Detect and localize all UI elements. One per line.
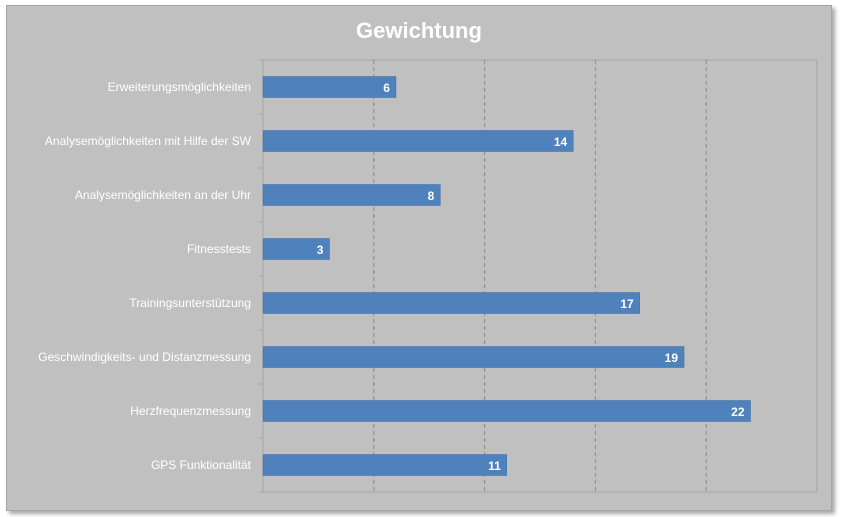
category-label: Geschwindigkeits- und Distanzmessung (38, 350, 251, 364)
data-label: 8 (428, 189, 435, 203)
bar (262, 346, 685, 368)
category-label: Erweiterungsmöglichkeiten (108, 80, 251, 94)
bar (262, 454, 508, 476)
category-label: GPS Funktionalität (151, 458, 252, 472)
category-label: Analysemöglichkeiten mit Hilfe der SW (45, 134, 252, 148)
bar (262, 130, 574, 152)
bar (262, 184, 441, 206)
chart-area: Gewichtung Erweiterungsmöglichkeiten 6 Ana… (6, 5, 832, 511)
category-label: Fitnesstests (187, 242, 251, 256)
data-label: 22 (731, 405, 745, 419)
data-label: 11 (488, 459, 501, 473)
bar (262, 400, 751, 422)
data-label: 19 (665, 351, 679, 365)
bar (262, 238, 330, 260)
data-label: 17 (620, 297, 634, 311)
bar (262, 292, 640, 314)
data-label: 14 (554, 135, 568, 149)
plot-area-border (262, 59, 818, 493)
category-label: Trainingsunterstützung (129, 296, 251, 310)
bar-chart-plot: Erweiterungsmöglichkeiten 6 Analysemöglich… (38, 59, 818, 493)
category-label: Herzfrequenzmessung (130, 404, 251, 418)
category-label: Analysemöglichkeiten an der Uhr (75, 188, 251, 202)
data-label: 6 (383, 81, 390, 95)
chart-title: Gewichtung (356, 18, 482, 43)
bar (262, 76, 397, 98)
data-label: 3 (317, 243, 324, 257)
